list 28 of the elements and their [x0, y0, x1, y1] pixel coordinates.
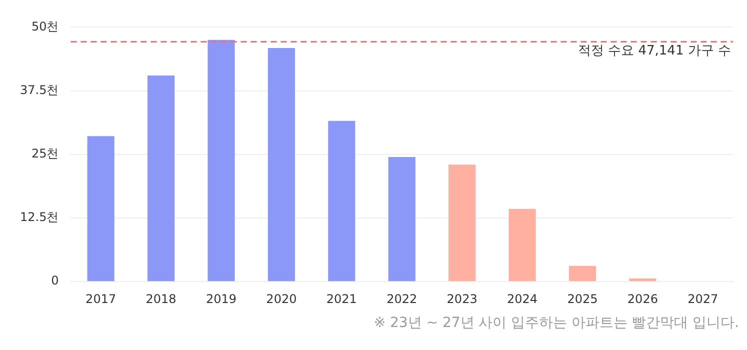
bar	[147, 76, 175, 282]
x-tick-label: 2021	[326, 292, 357, 306]
bar	[388, 156, 416, 282]
bar	[508, 208, 536, 282]
y-tick-label: 12.5천	[20, 210, 59, 224]
x-tick-label: 2025	[567, 292, 598, 306]
y-tick-label: 37.5천	[20, 82, 59, 97]
bar	[629, 278, 656, 282]
x-tick-label: 2017	[86, 292, 116, 306]
x-tick-label: 2027	[688, 292, 718, 306]
x-tick-label: 2024	[507, 292, 538, 306]
ref-line-label: 적정 수요 47,141 가구 수	[578, 44, 731, 59]
bar	[568, 266, 596, 282]
y-tick-label: 50천	[31, 19, 59, 34]
y-tick-label: 0	[51, 274, 59, 288]
x-tick-label: 2020	[266, 292, 297, 306]
bar	[448, 164, 476, 282]
bar	[328, 120, 356, 282]
text: ※ 23년 ~ 27년 사이 입주하는 아파트는 빨간막대 입니다.	[372, 314, 739, 332]
x-tick-label: 2026	[627, 292, 658, 306]
x-tick-label: 2022	[386, 292, 418, 306]
bar	[87, 136, 114, 282]
x-tick-label: 2019	[206, 292, 237, 306]
x-tick-label: 2018	[146, 292, 176, 306]
bar	[268, 48, 295, 282]
bar	[208, 40, 235, 282]
y-tick-label: 25천	[31, 146, 59, 161]
x-tick-label: 2023	[446, 292, 478, 306]
